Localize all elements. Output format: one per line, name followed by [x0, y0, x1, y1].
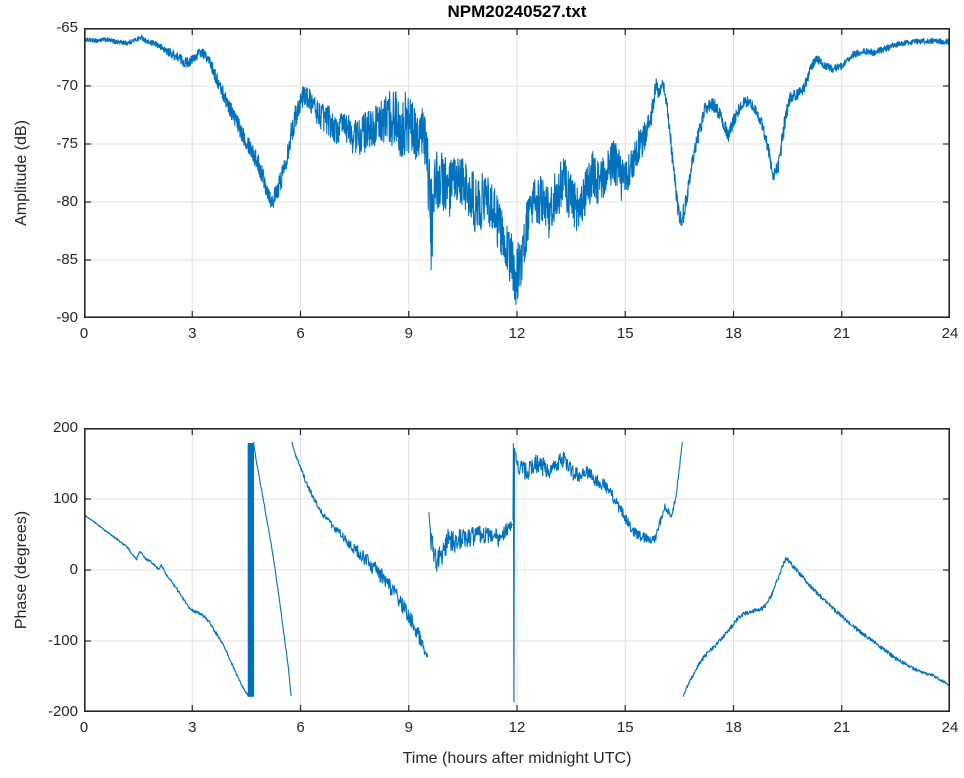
y-tick-label: 0	[69, 561, 78, 578]
y-tick-label: 200	[52, 419, 78, 436]
amplitude-chart	[84, 28, 950, 318]
y-tick-label: -80	[56, 193, 78, 210]
phase-series-line	[253, 441, 292, 697]
x-tick-label: 15	[616, 325, 634, 342]
x-tick-label: 3	[188, 719, 197, 736]
x-tick-label: 18	[725, 719, 742, 736]
phase-chart	[84, 428, 950, 712]
x-tick-label: 21	[833, 325, 851, 342]
x-tick-label: 0	[79, 719, 89, 736]
y-tick-label: -65	[56, 19, 78, 36]
x-tick-label: 6	[296, 719, 305, 736]
y-tick-label: -100	[47, 632, 78, 649]
axes-border	[84, 428, 950, 712]
y-tick-label: -85	[56, 251, 78, 268]
phase-series-line	[682, 557, 950, 697]
phase-series-line	[512, 443, 516, 703]
phase-series-line	[513, 441, 683, 544]
y-tick-label: -75	[56, 135, 78, 152]
phase-series-line	[428, 512, 513, 572]
y-tick-label: -90	[56, 309, 78, 326]
x-tick-label: 0	[79, 325, 89, 342]
y-tick-label: 100	[52, 490, 78, 507]
x-tick-label: 6	[296, 325, 305, 342]
amplitude-series-line	[84, 34, 950, 305]
phase-series-line	[291, 441, 429, 658]
plot-title: NPM20240527.txt	[447, 2, 587, 21]
phase-series-line	[247, 443, 255, 697]
x-tick-label: 24	[941, 719, 959, 736]
x-tick-label: 24	[941, 325, 959, 342]
x-tick-label: 21	[833, 719, 851, 736]
y-tick-label: -200	[47, 703, 78, 720]
x-tick-label: 9	[404, 719, 413, 736]
x-tick-label: 12	[508, 719, 526, 736]
x-tick-label: 3	[188, 325, 197, 342]
x-axis-label: Time (hours after midnight UTC)	[402, 750, 632, 767]
x-tick-label: 9	[404, 325, 413, 342]
phase-series-line	[84, 513, 249, 697]
x-tick-label: 15	[616, 719, 634, 736]
x-tick-label: 12	[508, 325, 526, 342]
y-tick-label: -70	[56, 77, 78, 94]
axes-border	[84, 28, 950, 318]
x-tick-label: 18	[725, 325, 742, 342]
